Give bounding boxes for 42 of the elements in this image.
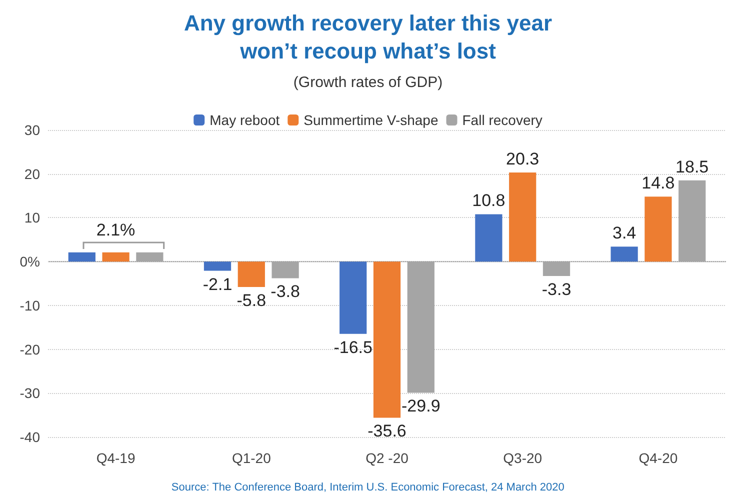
bar <box>340 262 367 334</box>
legend-label: Fall recovery <box>462 112 542 128</box>
data-label: -35.6 <box>368 422 406 441</box>
data-label: 18.5 <box>676 157 709 176</box>
x-tick-label: Q4-20 <box>638 450 678 466</box>
source-note: Source: The Conference Board, Interim U.S. Economic Forecast, 24 March 2020 <box>171 482 564 494</box>
x-tick-label: Q3-20 <box>503 450 542 466</box>
y-tick-label: 20 <box>24 166 40 182</box>
bar <box>68 252 96 262</box>
y-tick-label: 30 <box>24 122 40 138</box>
data-label: -2.1 <box>202 274 232 294</box>
data-label: -16.5 <box>334 338 372 357</box>
x-tick-label: Q2 -20 <box>366 450 409 466</box>
bar <box>238 262 265 288</box>
bar <box>204 262 232 271</box>
legend-label: Summertime V-shape <box>304 112 438 128</box>
y-tick-label: -10 <box>20 297 40 314</box>
x-tick-label: Q4-19 <box>96 450 136 466</box>
legend-label: May reboot <box>210 112 280 128</box>
data-label: 2.1% <box>96 220 136 240</box>
data-label: 10.8 <box>472 191 506 210</box>
y-tick-label: -30 <box>20 385 40 402</box>
x-tick-label: Q1-20 <box>232 450 272 466</box>
bar <box>509 172 536 262</box>
data-label: -3.3 <box>542 280 572 300</box>
data-label: 14.8 <box>642 174 675 193</box>
bar <box>644 196 672 262</box>
bar <box>102 252 130 262</box>
y-tick-label: 0% <box>20 254 40 270</box>
data-label: -29.9 <box>402 396 440 416</box>
chart-title: Any growth recovery later this year won’t recoup what’s lost <box>184 10 552 64</box>
data-label: -3.8 <box>270 282 300 302</box>
data-label: 3.4 <box>612 224 636 243</box>
y-tick-label: 10 <box>24 210 40 226</box>
chart-subtitle: (Growth rates of GDP) <box>293 74 443 91</box>
bar <box>373 262 401 418</box>
y-tick-label: -40 <box>20 429 40 445</box>
data-label: -5.8 <box>236 291 266 310</box>
data-label: 20.3 <box>506 150 540 169</box>
bar <box>610 246 638 262</box>
bar <box>475 214 502 262</box>
y-tick-label: -20 <box>20 341 40 358</box>
